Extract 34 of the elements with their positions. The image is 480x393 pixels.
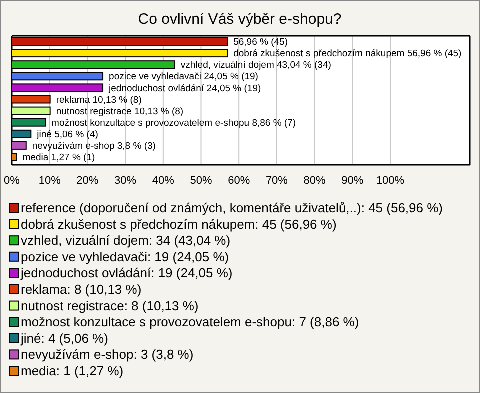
x-tick-label: 20% bbox=[76, 175, 99, 187]
text: jednoduchost ovládání: 19 (24,05 %) bbox=[20, 266, 233, 281]
data-label: pozice ve vyhledavači 24,05 % (19) bbox=[109, 72, 258, 83]
text: media: 1 (1,27 %) bbox=[21, 364, 124, 378]
x-tick-label: 50% bbox=[190, 175, 212, 187]
x-tick-label: 100% bbox=[376, 175, 405, 187]
x-tick-label: 0% bbox=[4, 175, 20, 187]
text: jiné: 4 (5,06 %) bbox=[20, 330, 108, 346]
text: pozice ve vyhledavači: 19 (24,05 %) bbox=[21, 249, 230, 264]
data-label: reklama 10,13 % (8) bbox=[56, 94, 142, 106]
text: nutnost registrace: 8 (10,13 %) bbox=[21, 298, 199, 314]
data-label: nevyužívám e-shop 3,8 % (3) bbox=[32, 141, 156, 152]
data-label: jednoduchost ovládání 24,05 % (19) bbox=[108, 83, 262, 94]
text: vzhled, vizuální dojem: 34 (43,04 %) bbox=[21, 233, 231, 248]
text: možnost konzultace s provozovatelem e-shopu: 7 (8,86 %) bbox=[21, 314, 360, 330]
x-tick-label: 90% bbox=[342, 175, 364, 187]
chart-title: Co ovlivní Váš výběr e-shopu? bbox=[138, 11, 342, 28]
data-label: media 1,27 % (1) bbox=[22, 152, 96, 164]
x-tick-label: 40% bbox=[152, 175, 175, 187]
x-tick-label: 30% bbox=[114, 175, 137, 187]
text: dobrá zkušenost s předchozím nákupem: 45 (56,96 %) bbox=[21, 216, 337, 232]
text: reklama: 8 (10,13 %) bbox=[21, 282, 142, 297]
text: nevyužívám e-shop: 3 (3,8 %) bbox=[21, 347, 194, 362]
data-label: dobrá zkušenost s předchozím nákupem 56,96 % (45) bbox=[234, 48, 462, 60]
data-label: vzhled, vizuální dojem 43,04 % (34) bbox=[180, 60, 332, 72]
data-label: možnost konzultace s provozovatelem e-shopu 8,86 % (7) bbox=[52, 118, 296, 129]
x-tick-label: 10% bbox=[38, 175, 62, 187]
data-label: nutnost registrace 10,13 % (8) bbox=[56, 106, 184, 118]
x-tick-label: 70% bbox=[266, 175, 288, 187]
data-label: 56,96 % (45) bbox=[234, 37, 288, 48]
x-tick-label: 60% bbox=[228, 175, 250, 187]
x-tick-label: 80% bbox=[304, 175, 326, 187]
text: reference (doporučení od známých, komentáře uživatelů,..): 45 (56,96 %) bbox=[21, 200, 443, 216]
data-label: jiné 5,06 % (4) bbox=[36, 129, 98, 140]
